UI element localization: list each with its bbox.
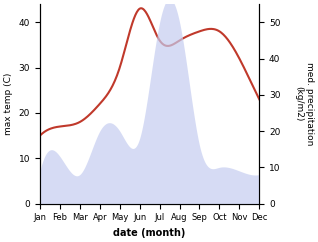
Y-axis label: max temp (C): max temp (C)	[4, 73, 13, 135]
Y-axis label: med. precipitation
(kg/m2): med. precipitation (kg/m2)	[294, 62, 314, 145]
X-axis label: date (month): date (month)	[114, 228, 186, 238]
